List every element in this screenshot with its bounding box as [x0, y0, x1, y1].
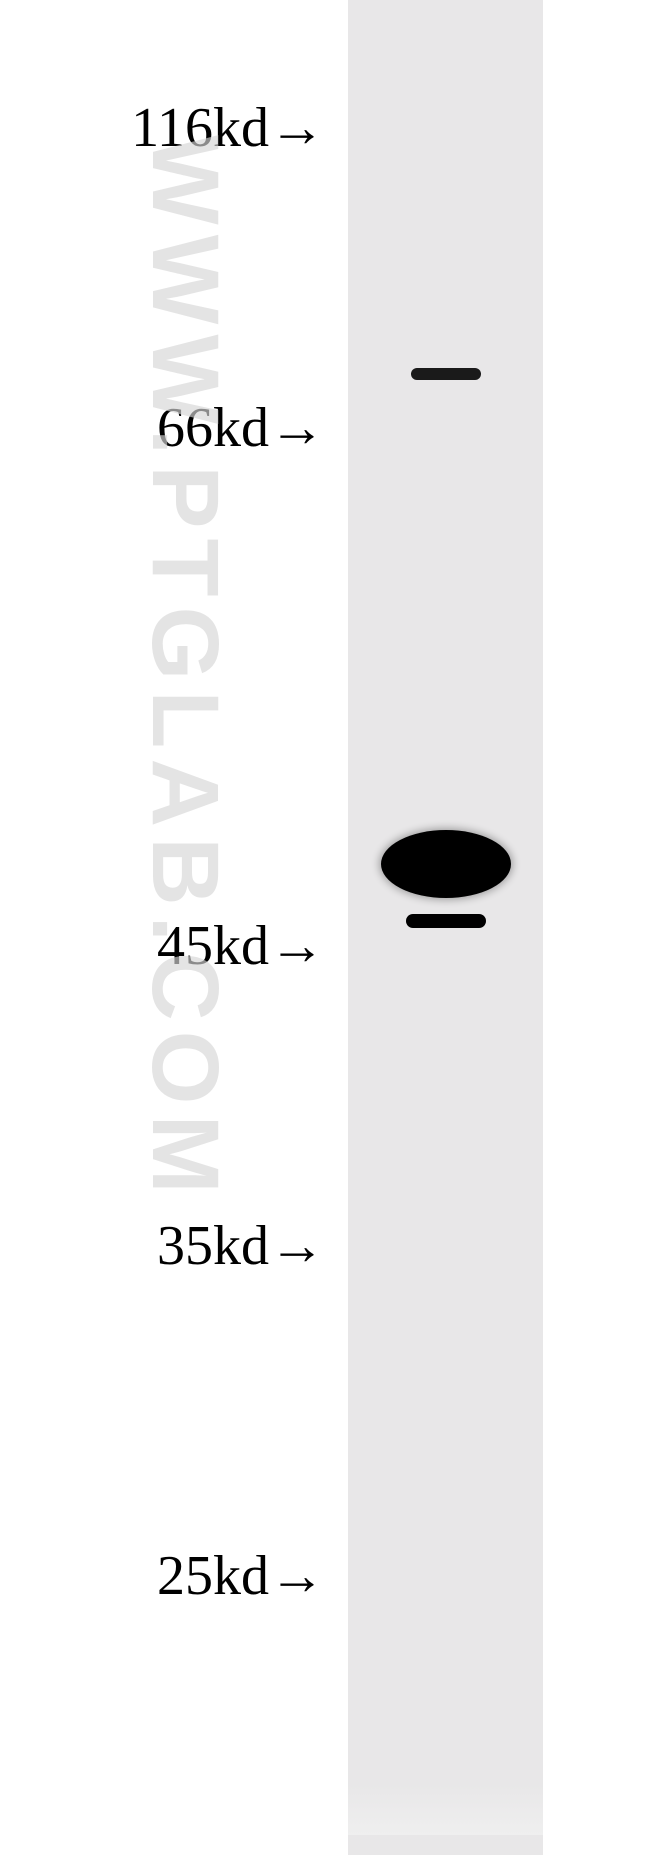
- marker-45kd: 45kd→: [157, 918, 325, 974]
- band-strong-48kd: [381, 830, 511, 898]
- marker-66kd: 66kd→: [157, 400, 325, 456]
- lane-bottom-fade: [348, 1785, 543, 1835]
- marker-116kd: 116kd→: [131, 100, 325, 156]
- blot-lane: [348, 0, 543, 1855]
- marker-labels-area: 116kd→ 66kd→ 45kd→ 35kd→ 25kd→: [0, 0, 350, 1855]
- marker-25kd: 25kd→: [157, 1548, 325, 1604]
- band-faint-70kd: [411, 368, 481, 380]
- band-medium-45kd: [406, 914, 486, 928]
- marker-35kd: 35kd→: [157, 1218, 325, 1274]
